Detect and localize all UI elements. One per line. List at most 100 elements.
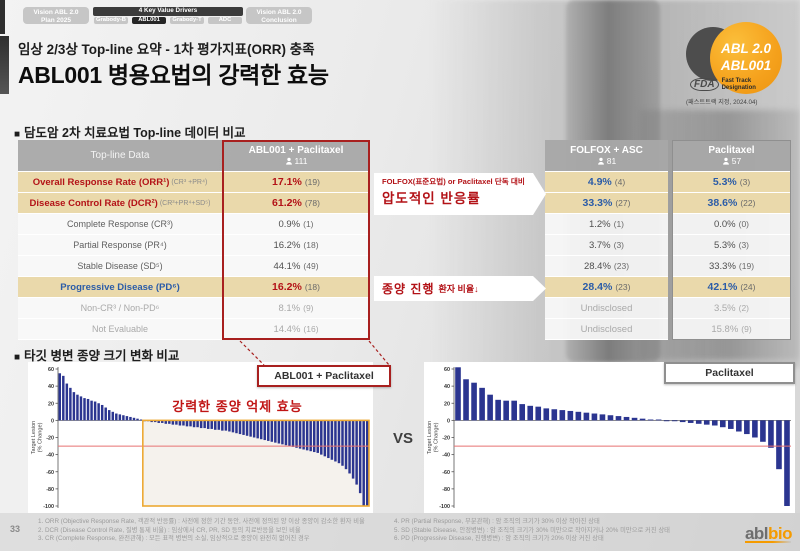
cell-spacer <box>370 298 545 319</box>
fda-label: Fast Track Designation <box>722 78 756 92</box>
fda-logo: FDA <box>690 78 719 92</box>
cell-paclitaxel: 5.3% (3) <box>672 235 791 256</box>
metric-count: (1) <box>303 219 314 229</box>
section2-title-text: 타깃 병변 종양 크기 변화 비교 <box>24 349 180 363</box>
cell-spacer <box>370 256 545 277</box>
cell-abl001: 14.4% (16) <box>222 319 370 340</box>
cell-folfox: 28.4% (23) <box>545 256 668 277</box>
abl-badge: ABL 2.0 ABL001 <box>710 22 782 94</box>
cell-folfox: 3.7% (3) <box>545 235 668 256</box>
title-accent-bar <box>0 36 9 94</box>
col-header-paclitaxel: Paclitaxel 57 <box>672 140 791 172</box>
metric-value: 5.3% <box>713 239 736 251</box>
metric-value: 15.8% <box>711 323 739 335</box>
footer-strip <box>0 513 800 551</box>
row-label-sub: (CR³ +PR⁴) <box>171 178 208 186</box>
cell-abl001: 44.1% (49) <box>222 256 370 277</box>
metric-count: (3) <box>738 240 750 250</box>
metric-value: 42.1% <box>707 281 738 293</box>
metric-count: (23) <box>613 261 630 271</box>
row-label: Disease Control Rate (DCR²) (CR³+PR⁴+SD⁵) <box>18 193 222 214</box>
svg-text:(% Change): (% Change) <box>38 422 44 452</box>
nav-left-line1: Vision ABL 2.0 <box>33 8 79 16</box>
svg-text:-40: -40 <box>46 453 54 459</box>
logo-bio: bio <box>768 524 793 543</box>
row-label-text: Disease Control Rate (DCR²) <box>29 197 158 209</box>
metric-value: 1.2% <box>588 218 611 230</box>
svg-text:0: 0 <box>51 418 54 424</box>
chart-label-abl001: ABL001 + Paclitaxel <box>257 365 391 387</box>
page-number: 33 <box>10 524 21 534</box>
chart-label-paclitaxel: Paclitaxel <box>664 362 795 384</box>
footnotes-right: 4. PR (Partial Response, 부분관해) : 암 조직의 크… <box>394 518 724 544</box>
metric-count: (2) <box>738 303 750 313</box>
callout1-line2: 압도적인 반응률 <box>382 191 481 206</box>
nav-tab-vision-plan[interactable]: Vision ABL 2.0 Plan 2025 <box>23 7 89 24</box>
slide-title: ABL001 병용요법의 강력한 효능 <box>18 62 329 88</box>
nav-tab-grabody-b[interactable]: Grabody-B <box>93 16 129 25</box>
ablbio-logo: ablbio <box>745 524 793 544</box>
footnotes-left: 1. ORR (Objective Response Rate, 객관적 반응률… <box>38 518 390 544</box>
cell-folfox: 4.9% (4) <box>545 172 668 193</box>
metric-value: 5.3% <box>712 176 737 188</box>
cell-paclitaxel: 33.3% (19) <box>672 256 791 277</box>
col-header-topline: Top-line Data <box>18 140 222 172</box>
col-header-abl001-count: 111 <box>294 156 308 166</box>
fda-label-line2: Designation <box>721 84 756 91</box>
metric-count: (49) <box>303 261 319 271</box>
col-header-paclitaxel-n: 57 <box>722 156 741 166</box>
cell-paclitaxel: 5.3% (3) <box>672 172 791 193</box>
nav-tab-grabody-t[interactable]: Grabody-T <box>169 16 205 25</box>
svg-text:-20: -20 <box>442 436 450 442</box>
metric-value: 28.4% <box>583 260 611 272</box>
row-label-text: Complete Response (CR³) <box>66 219 174 229</box>
person-icon <box>285 157 292 165</box>
metric-count: (1) <box>613 219 625 229</box>
metric-value: 3.5% <box>713 302 736 314</box>
metric-value: 38.6% <box>707 197 738 209</box>
nav-tab-vision-conclusion[interactable]: Vision ABL 2.0 Conclusion <box>246 7 312 24</box>
metric-count: (9) <box>741 324 752 334</box>
cell-abl001: 61.2% (78) <box>222 193 370 214</box>
vs-label: VS <box>392 430 413 447</box>
row-label: Non-CR³ / Non-PD⁶ <box>18 298 222 319</box>
metric-count: (3) <box>739 177 751 187</box>
metric-count: (18) <box>304 282 320 292</box>
metric-count: (0) <box>738 219 750 229</box>
metric-value: Undisclosed <box>580 323 633 335</box>
metric-value: 14.4% <box>273 323 301 335</box>
nav-right-line2: Conclusion <box>261 16 297 24</box>
cell-folfox: Undisclosed <box>545 319 668 340</box>
section2-title: ■ 타깃 병변 종양 크기 변화 비교 <box>14 345 179 364</box>
metric-value: 44.1% <box>273 260 301 272</box>
svg-text:40: 40 <box>48 384 54 390</box>
metric-value: 17.1% <box>272 176 302 188</box>
col-header-paclitaxel-name: Paclitaxel <box>708 145 755 156</box>
cell-spacer <box>370 319 545 340</box>
col-header-abl001-name: ABL001 + Paclitaxel <box>248 145 344 156</box>
col-header-paclitaxel-count: 57 <box>731 156 742 166</box>
svg-text:-40: -40 <box>442 453 450 459</box>
nav-tab-adc[interactable]: ADC <box>207 16 243 25</box>
cell-folfox: 1.2% (1) <box>545 214 668 235</box>
callout2-strong: 종양 진행 <box>382 282 435 296</box>
cell-folfox: 33.3% (27) <box>545 193 668 214</box>
row-label: Complete Response (CR³) <box>18 214 222 235</box>
metric-value: 28.4% <box>582 281 613 293</box>
col-header-folfox-name: FOLFOX + ASC <box>570 145 643 156</box>
col-header-abl001-n: 111 <box>285 156 308 166</box>
row-label-text: Overall Response Rate (ORR¹) <box>32 176 170 188</box>
fda-note: (패스트트랙 지정, 2024.04) <box>686 99 758 106</box>
nav-center-tabs: Grabody-B ABL001 Grabody-T ADC <box>93 16 243 25</box>
person-icon <box>597 157 604 165</box>
metric-count: (27) <box>615 198 631 208</box>
chart-annotation: 강력한 종양 억제 효능 <box>172 399 303 414</box>
metric-count: (9) <box>303 303 314 313</box>
col-header-folfox-count: 81 <box>606 156 617 166</box>
badge-line1: ABL 2.0 <box>720 41 772 57</box>
metric-count: (19) <box>738 261 755 271</box>
metric-count: (78) <box>304 198 320 208</box>
metric-value: 4.9% <box>587 176 612 188</box>
nav-tab-abl001[interactable]: ABL001 <box>131 16 167 25</box>
